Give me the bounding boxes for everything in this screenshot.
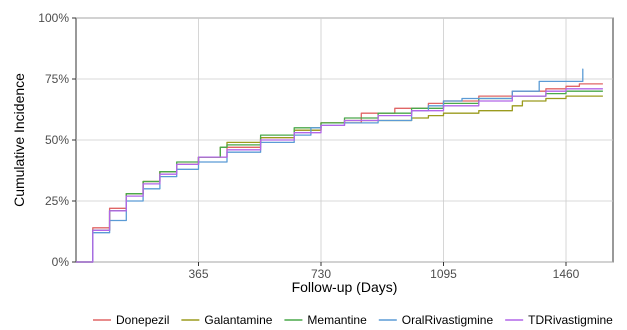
legend: Donepezil Galantamine Memantine OralRivasti…: [93, 313, 613, 327]
y-tick-label: 100%: [38, 11, 69, 25]
y-axis-title: Cumulative Incidence: [11, 73, 27, 207]
legend-item-donepezil: Donepezil: [93, 313, 169, 327]
x-tick-label: 1460: [553, 267, 580, 281]
legend-label: TDRivastigmine: [528, 313, 613, 327]
legend-item-galantamine: Galantamine: [181, 313, 273, 327]
legend-label: Galantamine: [204, 313, 272, 327]
legend-label: Memantine: [307, 313, 367, 327]
y-tick-label: 50%: [45, 133, 69, 147]
legend-item-oralrivastigmine: OralRivastigmine: [378, 313, 494, 327]
series-lines: [76, 68, 603, 263]
x-axis-title: Follow-up (Days): [292, 279, 398, 295]
x-tick-label: 1095: [430, 267, 457, 281]
legend-label: Donepezil: [116, 313, 169, 327]
grid: [76, 17, 613, 263]
y-tick-label: 75%: [45, 72, 69, 86]
x-axis-ticks: 365 730 1095 1460: [188, 262, 580, 281]
legend-item-memantine: Memantine: [284, 313, 367, 327]
y-tick-label: 25%: [45, 194, 69, 208]
legend-label: OralRivastigmine: [402, 313, 494, 327]
y-axis-ticks: 0% 25% 50% 75% 100%: [38, 11, 76, 269]
x-tick-label: 730: [311, 267, 331, 281]
x-tick-label: 365: [188, 267, 208, 281]
y-tick-label: 0%: [52, 255, 70, 269]
legend-item-tdrivastigmine: TDRivastigmine: [505, 313, 613, 327]
series-line-tdrivastigmine: [76, 88, 603, 263]
